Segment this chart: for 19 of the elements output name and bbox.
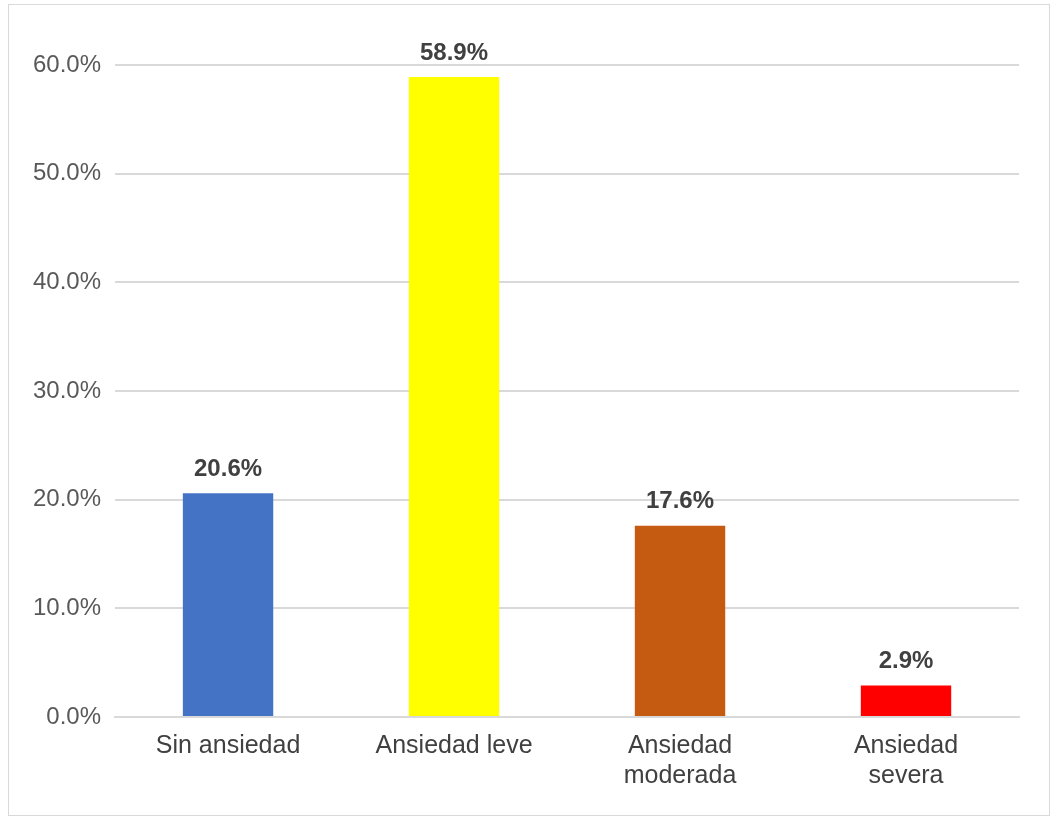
y-tick-label: 0.0% bbox=[46, 701, 102, 729]
y-tick-label: 40.0% bbox=[32, 266, 102, 294]
bar bbox=[634, 525, 726, 716]
bar bbox=[182, 493, 274, 716]
y-tick-label: 50.0% bbox=[32, 158, 102, 186]
x-tick-label: Sin ansiedad bbox=[155, 729, 301, 758]
data-label: 2.9% bbox=[878, 646, 934, 674]
y-tick-label: 20.0% bbox=[32, 484, 102, 512]
x-tick-label: Ansiedad severa bbox=[853, 729, 959, 788]
data-label: 20.6% bbox=[194, 453, 263, 481]
y-tick-label: 60.0% bbox=[32, 49, 102, 77]
x-tick-label: Ansiedad leve bbox=[375, 729, 533, 758]
y-tick-label: 30.0% bbox=[32, 375, 102, 403]
x-tick-label: Ansiedad moderada bbox=[623, 729, 737, 788]
bar bbox=[860, 685, 952, 716]
data-label: 58.9% bbox=[420, 37, 489, 65]
data-label: 17.6% bbox=[645, 486, 715, 514]
bar bbox=[408, 76, 500, 716]
y-tick-label: 10.0% bbox=[32, 592, 102, 620]
